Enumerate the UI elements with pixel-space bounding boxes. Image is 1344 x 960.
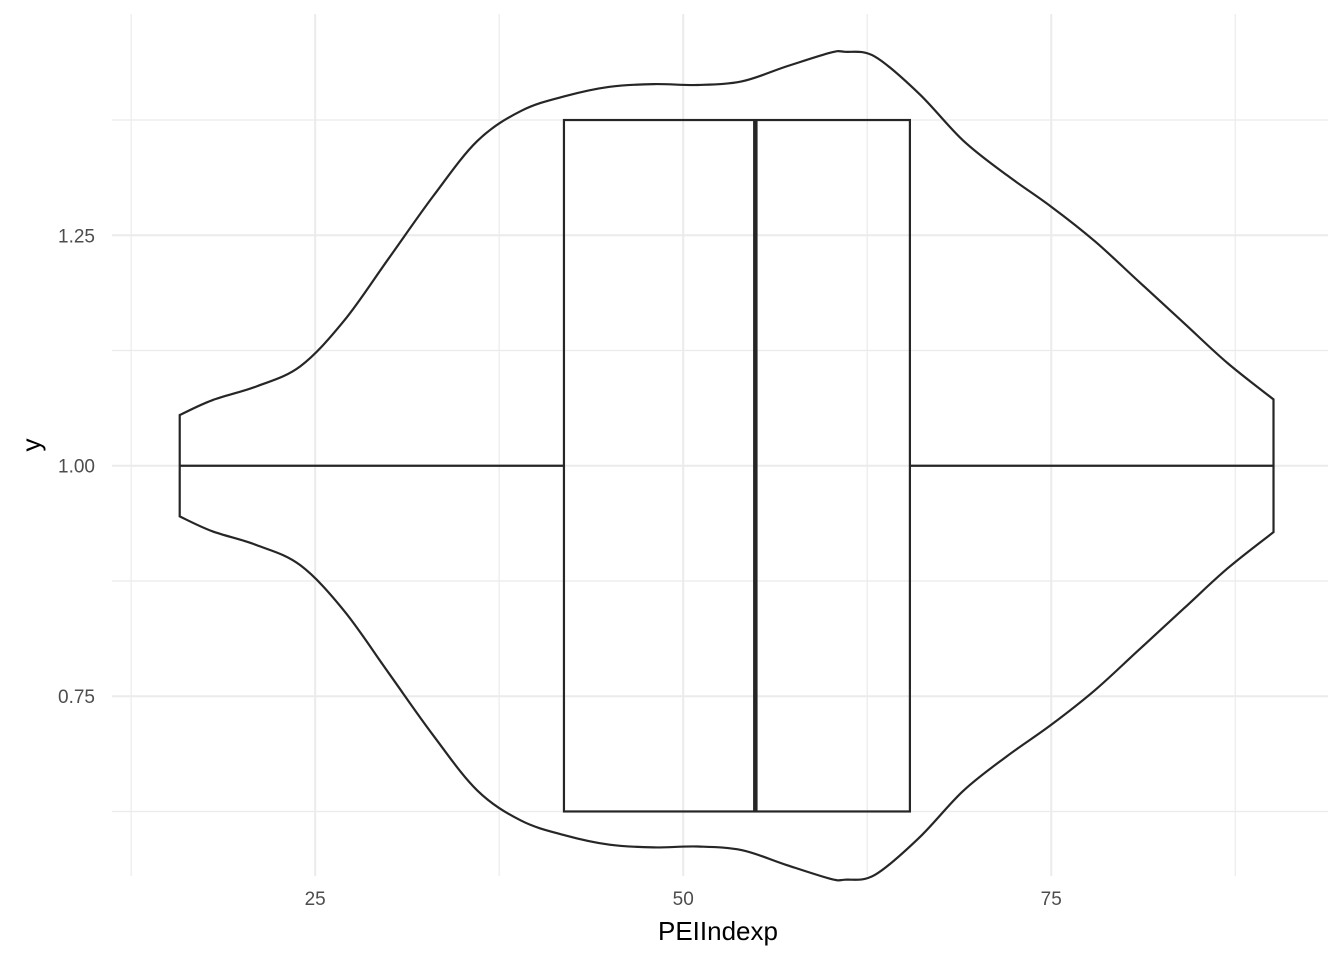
y-tick-label: 1.25 — [58, 226, 95, 247]
y-tick-label: 1.00 — [58, 457, 95, 478]
x-tick-labels: 25 50 75 — [305, 889, 1062, 910]
box — [562, 118, 912, 813]
y-axis-title: y — [16, 439, 46, 452]
grid — [112, 14, 1328, 876]
x-axis-title: PEIIndexp — [658, 916, 778, 946]
x-tick-label: 50 — [673, 889, 694, 910]
x-tick-label: 25 — [305, 889, 326, 910]
y-tick-labels: 0.75 1.00 1.25 — [58, 226, 95, 708]
y-tick-label: 0.75 — [58, 687, 95, 708]
x-tick-label: 75 — [1041, 889, 1062, 910]
chart-marks — [178, 50, 1275, 882]
